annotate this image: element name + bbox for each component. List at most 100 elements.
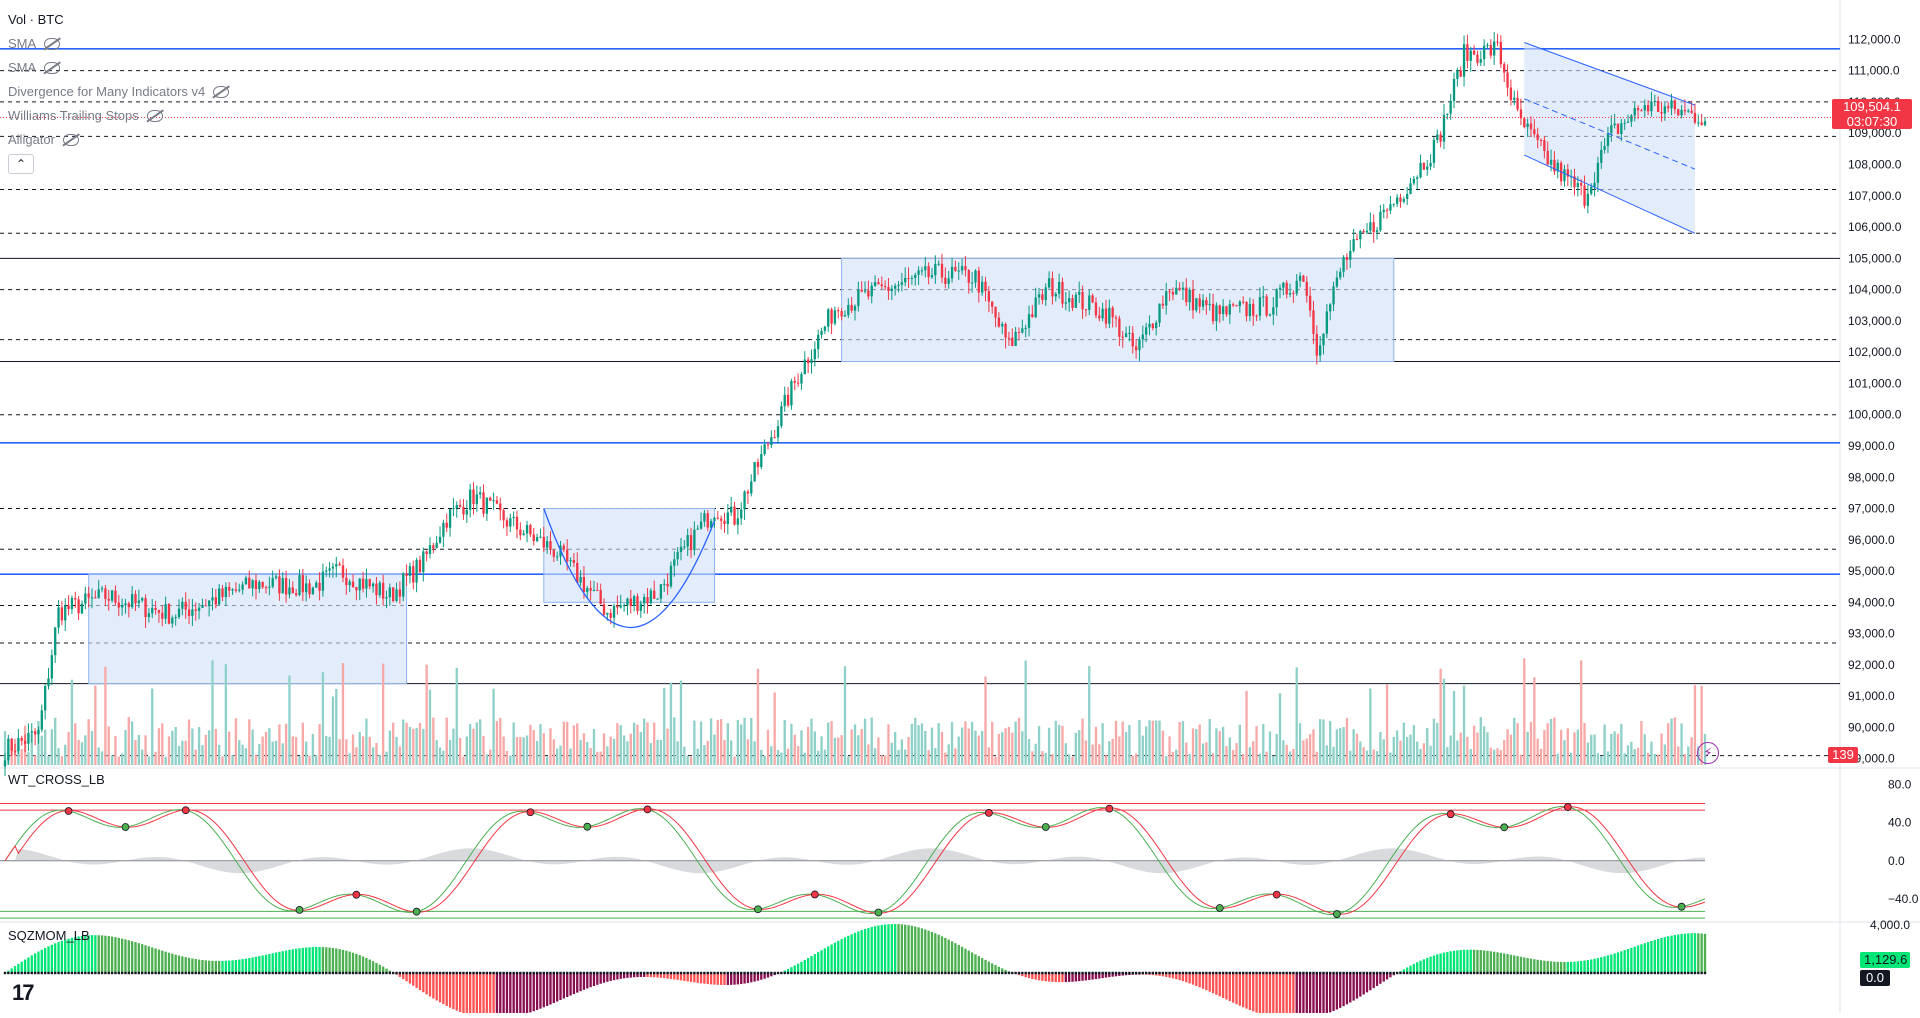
sqz-histogram-bar: [1088, 973, 1091, 980]
volume-bar: [1446, 747, 1449, 765]
candle-body: [1288, 293, 1292, 295]
sqz-histogram-bar: [967, 950, 970, 973]
sqz-squeeze-dot: [740, 971, 743, 975]
wt-cross-dot: [1500, 823, 1509, 832]
price-tick-label: 109,000.0: [1848, 126, 1902, 140]
volume-bar: [934, 748, 937, 765]
volume-bar: [1573, 732, 1576, 765]
sqz-squeeze-dot: [1094, 971, 1098, 975]
candle-body: [1151, 323, 1155, 329]
sqz-squeeze-dot: [957, 971, 960, 975]
candle-body: [445, 522, 448, 528]
consolidation-zone: [543, 508, 715, 603]
volume-bar: [1369, 688, 1372, 765]
sqz-pane-title[interactable]: SQZMOM_LB: [8, 928, 90, 943]
sqz-squeeze-dot: [30, 971, 33, 975]
volume-bar: [87, 719, 90, 765]
sqz-histogram-bar: [1569, 961, 1573, 973]
sqz-histogram-bar: [341, 949, 345, 973]
candle-body: [1131, 332, 1134, 347]
volume-bar: [947, 744, 950, 765]
sqz-histogram-bar: [1516, 956, 1519, 973]
sqz-histogram-bar: [519, 973, 522, 1016]
volume-bar: [1054, 720, 1057, 765]
sqz-histogram-bar: [489, 973, 492, 1018]
sqz-squeeze-dot: [699, 971, 703, 975]
candle-body: [730, 506, 733, 513]
legend-indicator-williams[interactable]: Williams Trailing Stops: [8, 104, 229, 128]
volume-bar: [636, 724, 639, 765]
sqz-histogram-bar: [1472, 949, 1476, 973]
legend-indicator-alligator[interactable]: Alligator: [8, 128, 229, 152]
sqz-squeeze-dot: [244, 971, 248, 975]
volume-bar: [492, 688, 495, 765]
sqz-histogram-bar: [291, 949, 294, 973]
candle-body: [736, 518, 740, 525]
candle-body: [1439, 134, 1442, 142]
volume-bar: [1412, 724, 1416, 765]
sqz-squeeze-dot: [626, 971, 629, 975]
eye-off-icon[interactable]: [146, 110, 163, 122]
volume-bar: [365, 718, 368, 765]
sqz-histogram-bar: [562, 973, 566, 999]
tradingview-logo[interactable]: 17: [12, 980, 35, 1005]
sqz-squeeze-dot: [1533, 971, 1536, 975]
wt-cross-dot: [810, 890, 819, 899]
sqz-histogram-bar: [696, 973, 699, 983]
legend-indicator-divergence[interactable]: Divergence for Many Indicators v4: [8, 80, 230, 104]
sqz-squeeze-dot: [509, 971, 512, 975]
sqz-histogram-bar: [1258, 973, 1262, 1014]
candle-body: [1656, 100, 1660, 113]
sqz-squeeze-dot: [224, 971, 228, 975]
volume-bar: [793, 734, 796, 765]
eye-off-icon[interactable]: [44, 62, 61, 74]
sqz-histogram-bar: [54, 943, 57, 973]
sqz-histogram-bar: [980, 958, 984, 973]
sqz-squeeze-dot: [298, 971, 301, 975]
sqz-histogram-bar: [80, 935, 84, 973]
sqz-squeeze-dot: [1670, 971, 1673, 975]
volume-bar: [1426, 727, 1429, 765]
volume-bar: [1352, 729, 1355, 765]
wt-pane-title[interactable]: WT_CROSS_LB: [8, 772, 105, 787]
sqz-histogram-bar: [335, 948, 338, 973]
legend-indicator-sma-2[interactable]: SMA: [8, 56, 229, 80]
sqz-histogram-bar: [288, 949, 291, 973]
lightning-icon[interactable]: ⚡: [1697, 742, 1719, 764]
sqz-squeeze-dot: [519, 971, 522, 975]
sqz-squeeze-dot: [917, 971, 920, 975]
candle-body: [586, 588, 589, 592]
sqz-squeeze-dot: [806, 971, 810, 975]
candle-body: [415, 559, 418, 583]
volume-bar: [1308, 734, 1312, 765]
candle-body: [773, 437, 776, 439]
sqz-squeeze-dot: [1449, 971, 1452, 975]
sqz-squeeze-dot: [412, 971, 415, 975]
candle-body: [97, 589, 100, 598]
sqz-squeeze-dot: [137, 971, 141, 975]
volume-bar: [214, 729, 217, 765]
eye-off-icon[interactable]: [213, 86, 230, 98]
sqz-squeeze-dot: [281, 971, 284, 975]
sqz-histogram-bar: [1195, 973, 1198, 986]
sqz-histogram-bar: [1556, 961, 1559, 973]
volume-bar: [1134, 753, 1138, 765]
eye-off-icon[interactable]: [62, 134, 79, 146]
sqz-squeeze-dot: [1409, 971, 1412, 975]
sqz-squeeze-dot: [1088, 971, 1091, 975]
candle-body: [104, 588, 107, 599]
chevron-up-icon[interactable]: ⌃: [8, 154, 34, 174]
eye-off-icon[interactable]: [44, 38, 61, 50]
candle-body: [1034, 297, 1037, 318]
sqz-histogram-bar: [535, 973, 539, 1010]
candle-body: [572, 560, 576, 563]
sqz-histogram-bar: [1218, 973, 1221, 997]
volume-bar: [763, 755, 766, 765]
candle-body: [756, 462, 760, 468]
volume-bar: [1469, 748, 1472, 765]
sqz-histogram-bar: [736, 973, 740, 985]
candle-body: [479, 492, 482, 495]
legend-indicator-sma-1[interactable]: SMA: [8, 32, 229, 56]
